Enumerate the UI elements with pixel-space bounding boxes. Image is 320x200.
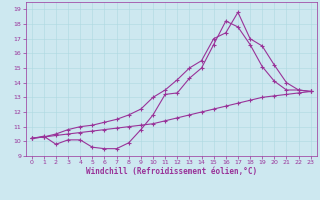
X-axis label: Windchill (Refroidissement éolien,°C): Windchill (Refroidissement éolien,°C) [86, 167, 257, 176]
